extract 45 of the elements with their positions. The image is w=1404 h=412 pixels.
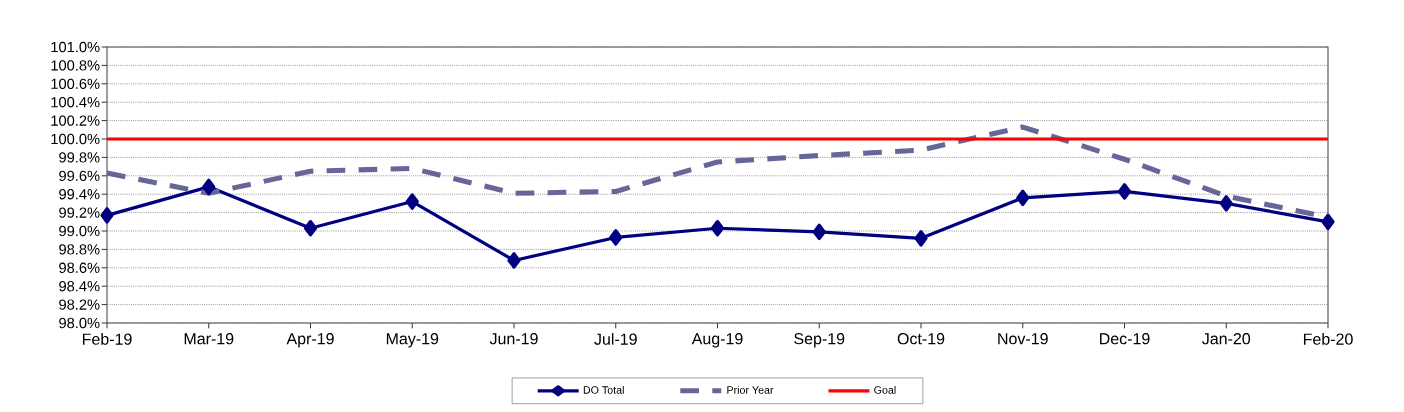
point (1219, 195, 1233, 212)
y-tick-label: 100.4% (51, 97, 100, 108)
point (1117, 183, 1132, 200)
x-tick-label: Dec-19 (1100, 333, 1150, 345)
y-tick-label: 101.0% (51, 41, 100, 53)
x-tick-label: Aug-19 (691, 333, 743, 348)
point (1016, 189, 1030, 207)
point (303, 219, 318, 237)
x-tick-label: Feb-19 (82, 333, 132, 345)
point (202, 178, 216, 196)
point (710, 219, 725, 237)
y-tick-label: 99.6% (59, 170, 100, 181)
x-tick-label: Feb-20 (1303, 333, 1353, 345)
y-tick-label: 98.8% (59, 244, 100, 255)
x-tick-label: Jun-19 (489, 333, 538, 345)
point (405, 193, 419, 210)
y-tick-label: 98.0% (59, 317, 100, 329)
y-tick-label: 99.0% (59, 225, 100, 237)
y-tick-label: 100.2% (51, 115, 100, 126)
y-tick-label: 98.4% (59, 281, 100, 292)
y-tick-label: 99.8% (59, 152, 100, 163)
x-tick-label: Mar-19 (184, 333, 234, 345)
x-tick-label: Jul-19 (594, 333, 637, 345)
x-tick-label: Nov-19 (998, 333, 1048, 345)
point (914, 230, 928, 247)
y-tick-label: 99.2% (59, 207, 100, 218)
legend-label: Goal (874, 385, 896, 394)
point (1321, 213, 1335, 231)
y-tick-label: 99.4% (59, 189, 100, 200)
y-tick-label: 98.2% (59, 299, 100, 310)
x-tick-label: Oct-19 (897, 333, 945, 345)
x-tick-label: Jan-20 (1202, 333, 1251, 345)
y-tick-label: 100.6% (51, 78, 100, 89)
legend-label: DO Total (583, 385, 624, 394)
x-tick-label: May-19 (386, 333, 439, 348)
x-tick-label: Sep-19 (794, 333, 845, 348)
point (100, 207, 114, 224)
point (812, 223, 826, 241)
legend-label: Prior Year (727, 385, 774, 394)
y-tick-label: 100.0% (51, 133, 100, 145)
point (507, 252, 521, 269)
x-tick-label: Apr-19 (286, 333, 334, 348)
y-tick-label: 100.8% (51, 60, 100, 71)
y-tick-label: 98.6% (59, 262, 100, 273)
point (609, 229, 623, 246)
